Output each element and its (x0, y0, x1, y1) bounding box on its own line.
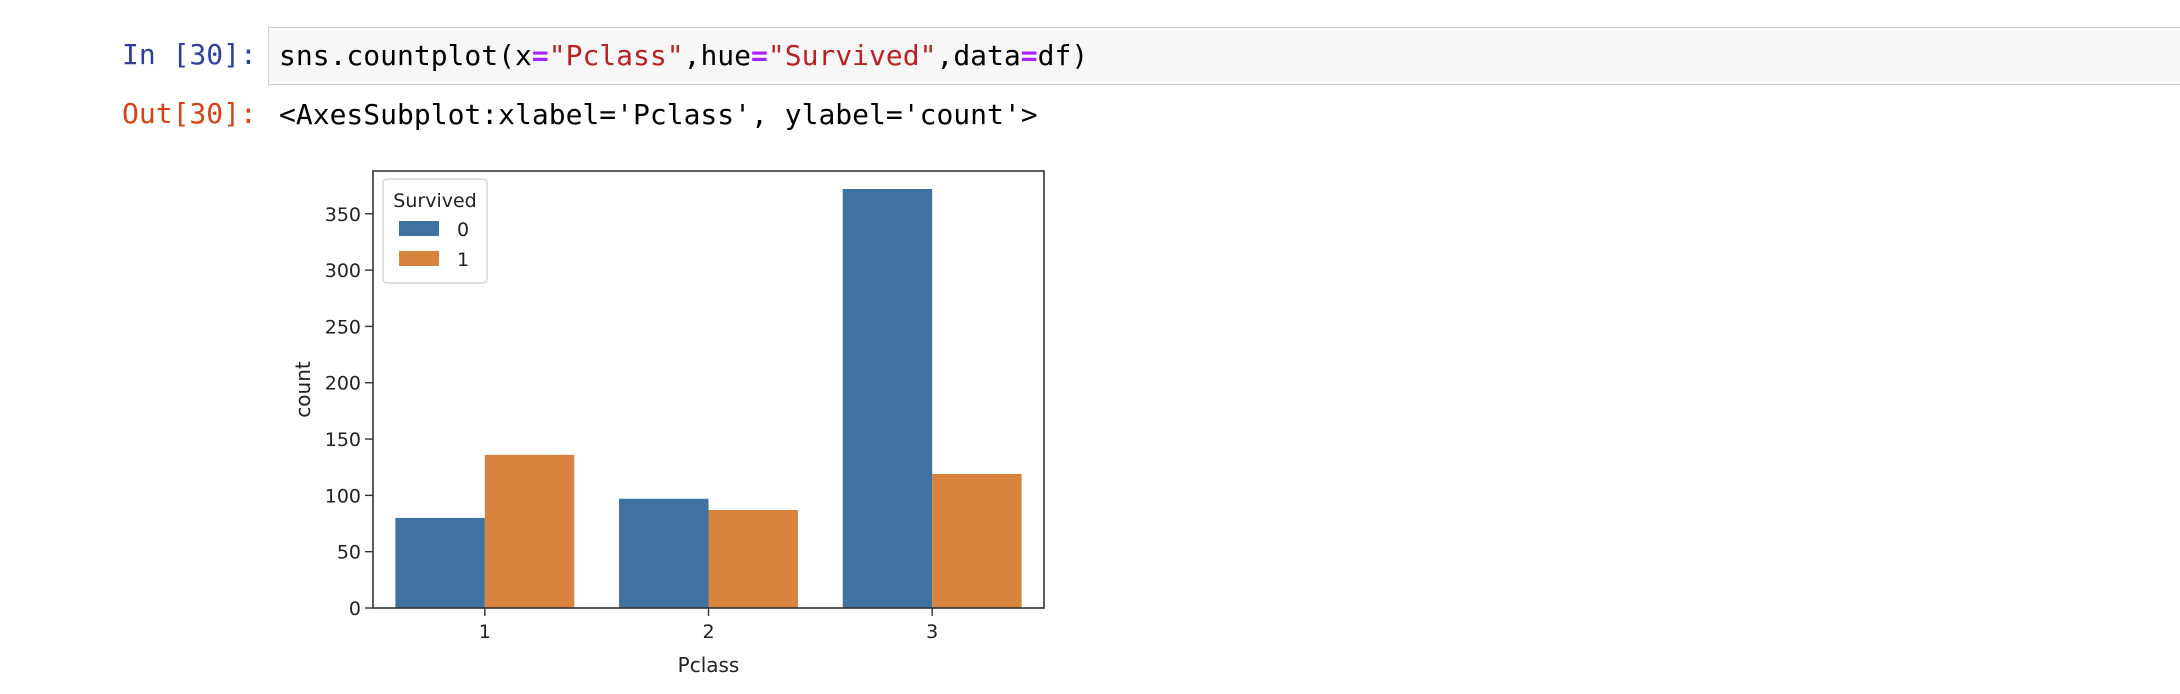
code-text[interactable]: sns.countplot(x="Pclass",hue="Survived",… (279, 39, 1088, 72)
code-string: "Pclass" (548, 39, 684, 72)
code-token: df) (1037, 39, 1089, 72)
x-axis-label: Pclass (678, 653, 740, 677)
input-prompt: In [30]: (122, 38, 257, 71)
y-tick-label: 200 (325, 373, 361, 395)
code-token: ,data (936, 39, 1021, 72)
code-token: ,hue (683, 39, 752, 72)
code-token: sns.countplot(x (279, 39, 532, 72)
output-prompt: Out[30]: (122, 97, 257, 130)
legend-swatch (399, 221, 439, 236)
bar (932, 473, 1022, 608)
y-axis-label: count (291, 361, 315, 418)
bar (708, 510, 798, 608)
code-operator: = (1020, 39, 1038, 72)
y-tick-label: 150 (325, 429, 361, 451)
output-text: <AxesSubplot:xlabel='Pclass', ylabel='co… (279, 98, 1038, 131)
legend-label: 0 (457, 219, 469, 241)
y-tick-label: 50 (337, 542, 361, 564)
code-input-area[interactable]: sns.countplot(x="Pclass",hue="Survived",… (268, 27, 2180, 85)
bar (842, 189, 933, 608)
y-tick-label: 250 (325, 316, 361, 338)
code-operator: = (751, 39, 768, 72)
y-tick-label: 300 (325, 260, 361, 282)
x-tick-label: 1 (479, 621, 491, 643)
legend-label: 1 (457, 249, 469, 271)
y-tick-label: 100 (325, 485, 361, 507)
y-tick-label: 0 (349, 598, 361, 620)
code-string: "Survived" (767, 39, 937, 72)
x-tick-label: 2 (702, 621, 714, 643)
x-tick-label: 3 (926, 621, 938, 643)
bar (484, 454, 575, 608)
bar (395, 517, 485, 608)
y-tick-label: 350 (325, 204, 361, 226)
legend-title: Survived (393, 190, 476, 212)
code-operator: = (531, 39, 549, 72)
legend-swatch (399, 251, 439, 266)
bar (619, 498, 709, 608)
